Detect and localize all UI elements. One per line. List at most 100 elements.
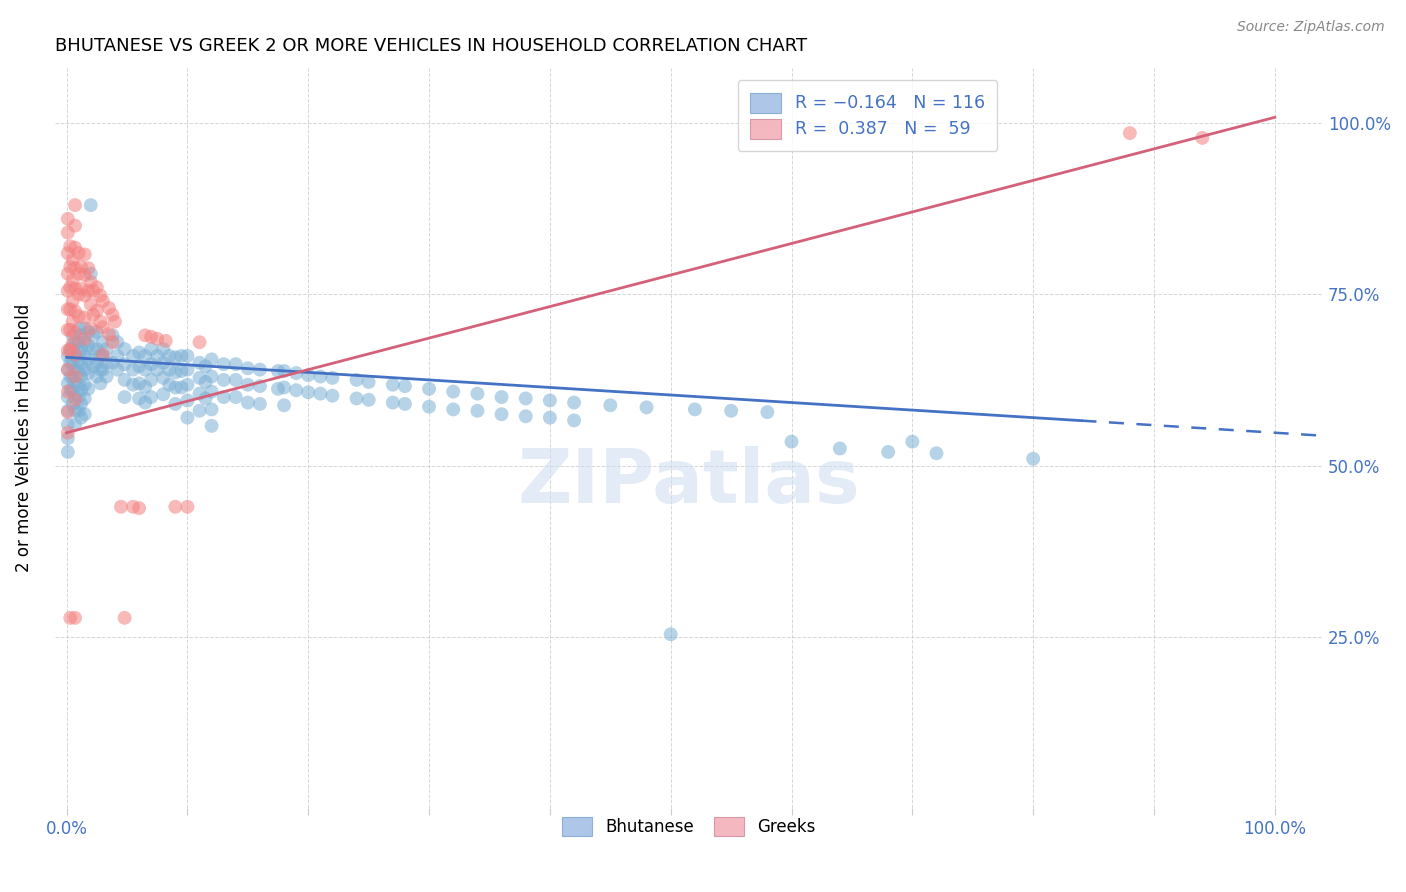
Point <box>188 356 211 370</box>
Point <box>467 386 489 401</box>
Point <box>63 261 86 276</box>
Point <box>165 380 187 394</box>
Point <box>62 294 84 309</box>
Point <box>73 268 96 282</box>
Point <box>67 309 90 323</box>
Point <box>562 395 585 409</box>
Point <box>73 332 96 346</box>
Point <box>194 375 217 389</box>
Point <box>381 395 404 409</box>
Point <box>62 369 84 384</box>
Point <box>170 349 193 363</box>
Point <box>346 392 368 406</box>
Point <box>56 267 79 281</box>
Point <box>285 366 308 380</box>
Point <box>59 280 82 294</box>
Point <box>82 342 104 356</box>
Point <box>86 356 108 370</box>
Point <box>70 383 93 397</box>
Point <box>56 376 79 391</box>
Point <box>89 288 111 302</box>
Point <box>176 362 198 376</box>
Point <box>73 310 96 325</box>
Point <box>63 404 86 418</box>
Point <box>212 357 235 371</box>
Point <box>176 500 198 514</box>
Point <box>63 417 86 432</box>
Point <box>200 352 222 367</box>
Point <box>146 349 169 363</box>
Point <box>63 282 86 296</box>
Point <box>720 404 742 418</box>
Point <box>273 380 295 394</box>
Point <box>141 330 163 344</box>
Point <box>59 611 82 625</box>
Point <box>86 342 108 356</box>
Point <box>418 382 440 396</box>
Point <box>491 407 513 421</box>
Point <box>67 335 90 350</box>
Point <box>67 404 90 418</box>
Point <box>134 380 156 394</box>
Point <box>104 315 127 329</box>
Point <box>491 390 513 404</box>
Point <box>70 282 93 296</box>
Point <box>59 239 82 253</box>
Point <box>141 357 163 371</box>
Point <box>63 362 86 376</box>
Point <box>188 335 211 350</box>
Point <box>249 362 271 376</box>
Point <box>63 347 86 361</box>
Point <box>394 397 416 411</box>
Point <box>114 342 136 356</box>
Point <box>77 325 100 339</box>
Point <box>128 501 150 516</box>
Point <box>89 362 111 376</box>
Point <box>249 397 271 411</box>
Point <box>67 246 90 260</box>
Point <box>599 398 621 412</box>
Point <box>56 302 79 317</box>
Point <box>110 500 132 514</box>
Point <box>62 342 84 356</box>
Point <box>67 267 90 281</box>
Point <box>877 445 900 459</box>
Point <box>562 413 585 427</box>
Point <box>1119 126 1142 140</box>
Point <box>170 380 193 394</box>
Point <box>114 373 136 387</box>
Point <box>188 386 211 401</box>
Point <box>152 342 174 356</box>
Point <box>155 334 177 348</box>
Point <box>70 260 93 274</box>
Point <box>236 377 259 392</box>
Point <box>77 284 100 298</box>
Point <box>141 342 163 356</box>
Point <box>67 345 90 359</box>
Point <box>56 246 79 260</box>
Point <box>91 349 114 363</box>
Point <box>134 362 156 376</box>
Point <box>86 325 108 339</box>
Point <box>146 332 169 346</box>
Point <box>141 390 163 404</box>
Point <box>515 392 537 406</box>
Point <box>73 321 96 335</box>
Point <box>73 335 96 350</box>
Point <box>97 301 120 315</box>
Point <box>59 302 82 317</box>
Point <box>122 362 145 376</box>
Point <box>122 377 145 392</box>
Point <box>59 260 82 274</box>
Point <box>77 382 100 396</box>
Point <box>267 364 290 378</box>
Point <box>141 373 163 387</box>
Point <box>200 384 222 399</box>
Point <box>56 211 79 226</box>
Point <box>73 349 96 363</box>
Point <box>357 375 380 389</box>
Point <box>828 442 851 456</box>
Point <box>80 267 103 281</box>
Point <box>59 342 82 356</box>
Point <box>56 362 79 376</box>
